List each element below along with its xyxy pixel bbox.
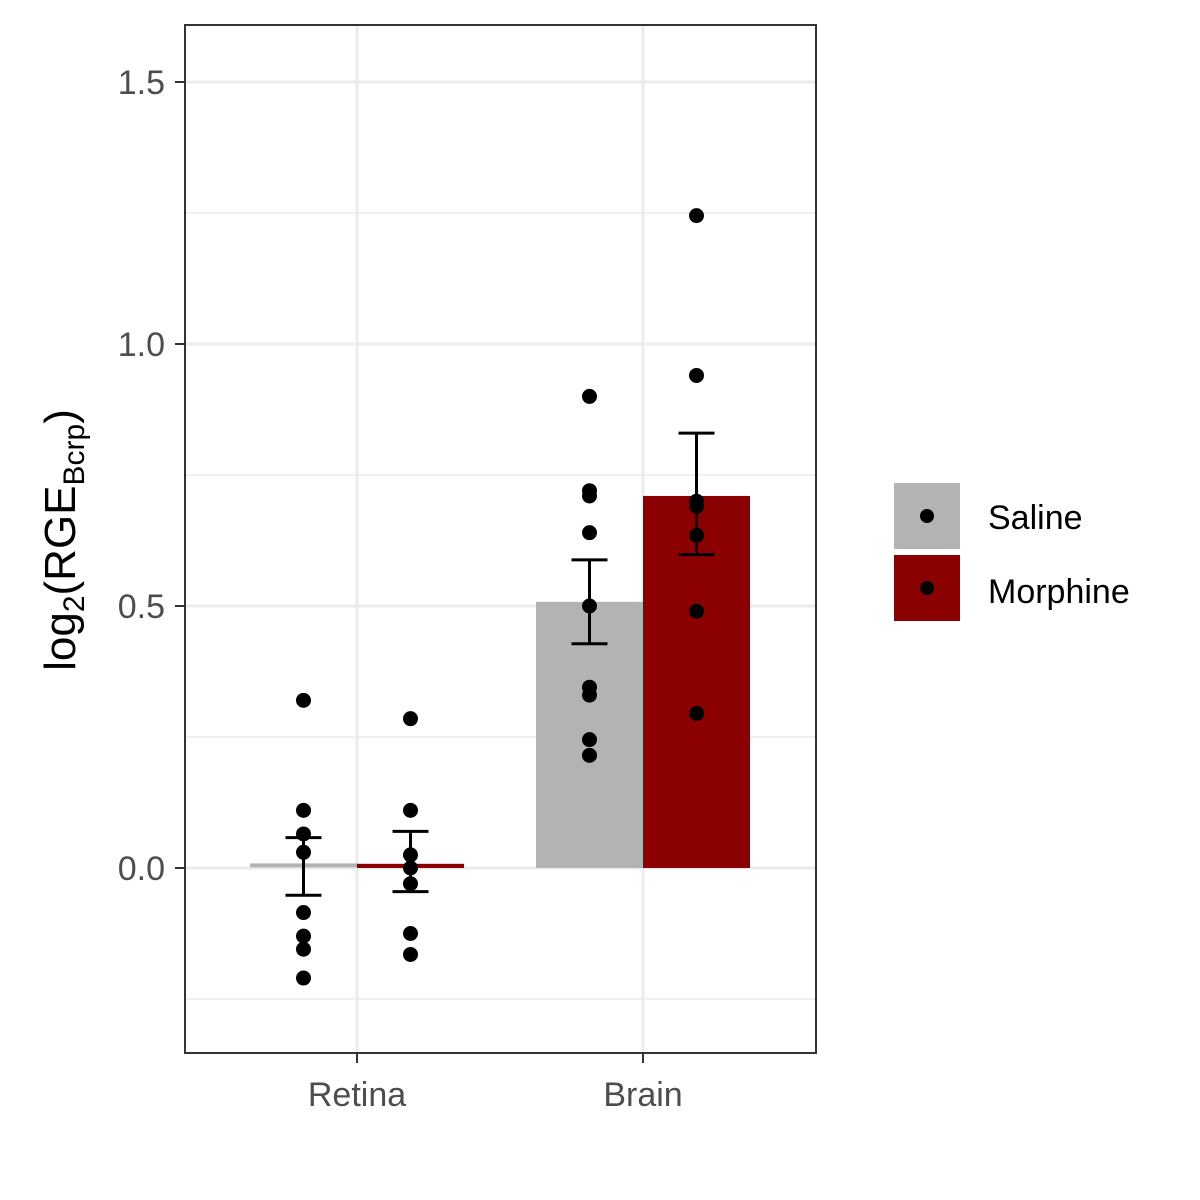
data-point-retina-morphine [403,926,418,941]
data-point-brain-morphine [689,603,704,619]
y-tick-label: 0.0 [118,850,165,888]
data-point-retina-saline [296,941,311,957]
data-point-brain-morphine [689,527,704,543]
data-point-brain-morphine [689,367,704,383]
data-point-brain-saline [582,525,597,541]
y-tick-label: 1.0 [118,326,165,364]
data-point-retina-morphine [403,860,418,876]
data-point-retina-saline [296,905,311,921]
y-tick-label: 1.5 [118,64,165,102]
x-tick-label: Retina [308,1076,406,1114]
y-axis-label: log2(RGEBcrp) [36,409,91,671]
data-point-brain-saline [582,388,597,404]
data-point-brain-saline [582,732,597,748]
y-label-rge-subscript: Bcrp [58,424,91,486]
data-point-brain-morphine [689,498,704,514]
data-point-retina-morphine [403,876,418,892]
axes: 0.0 0.5 1.0 1.5 Retina Brain [118,64,683,1114]
data-point-retina-saline [296,692,311,708]
legend-key-saline-point [920,509,934,523]
bar-brain-morphine [643,495,750,868]
legend: Saline Morphine [894,483,1130,621]
legend-key-morphine-point [920,581,934,595]
data-point-retina-saline [296,844,311,860]
data-point-retina-saline [296,970,311,986]
data-point-retina-morphine [403,946,418,962]
data-point-retina-saline [296,928,311,944]
data-point-brain-saline [582,488,597,504]
data-point-retina-morphine [403,711,418,727]
y-label-log-subscript: 2 [58,595,91,612]
y-label-close-paren: ) [36,409,85,424]
legend-label-saline: Saline [988,499,1083,537]
data-point-retina-saline [296,802,311,818]
data-point-brain-morphine [689,705,704,721]
data-point-brain-saline [582,687,597,703]
data-points [296,208,704,986]
y-label-log: log [36,612,85,671]
data-point-retina-morphine [403,847,418,863]
y-label-rge: RGE [36,485,85,580]
data-point-retina-saline [296,826,311,842]
y-tick-label: 0.5 [118,588,165,626]
x-tick-label: Brain [603,1076,682,1114]
data-point-retina-morphine [403,802,418,818]
data-point-brain-morphine [689,208,704,224]
y-label-open-paren: ( [36,580,85,595]
plot-panel-border [184,24,817,1054]
data-point-brain-saline [582,747,597,763]
data-point-brain-saline [582,598,597,614]
legend-label-morphine: Morphine [988,573,1130,611]
